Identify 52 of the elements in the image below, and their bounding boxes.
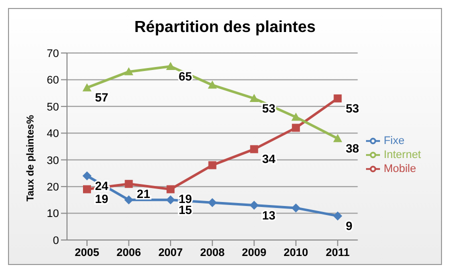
point xyxy=(208,80,217,89)
y-tick-label: 30 xyxy=(46,154,59,167)
data-label: 21 xyxy=(136,186,150,201)
legend-label: Fixe xyxy=(384,134,404,146)
point xyxy=(124,195,134,204)
x-tick-label: 2009 xyxy=(242,246,266,259)
point xyxy=(208,198,217,208)
x-tick-label: 2005 xyxy=(74,246,100,259)
y-axis-title: Taux de plaintes% xyxy=(26,114,37,202)
data-label: 15 xyxy=(178,202,192,217)
data-label: 57 xyxy=(95,90,109,105)
x-tick-label: 2011 xyxy=(326,246,350,259)
point xyxy=(334,94,342,102)
data-label: 9 xyxy=(346,218,353,233)
point xyxy=(83,185,91,194)
legend-label: Mobile xyxy=(384,162,416,174)
y-tick-label: 0 xyxy=(52,234,59,247)
point xyxy=(208,161,216,170)
x-tick-label: 2007 xyxy=(158,246,183,259)
point xyxy=(333,211,342,220)
y-tick-label: 20 xyxy=(46,181,59,194)
point xyxy=(124,67,134,76)
legend-label: Internet xyxy=(384,148,421,160)
chart-title: Répartition des plaintes xyxy=(133,18,317,38)
y-tick-label: 70 xyxy=(46,48,59,60)
point xyxy=(292,124,300,132)
data-label: 24 xyxy=(95,178,109,193)
data-label: 65 xyxy=(178,69,192,84)
data-label: 34 xyxy=(262,152,276,166)
y-tick-label: 60 xyxy=(46,74,59,87)
y-tick-label: 50 xyxy=(46,101,59,114)
x-tick-label: 2010 xyxy=(284,246,308,259)
point xyxy=(82,171,92,180)
y-tick-label: 10 xyxy=(46,208,59,220)
x-tick-label: 2008 xyxy=(200,246,225,259)
x-tick-label: 2006 xyxy=(116,246,142,259)
point xyxy=(250,200,259,210)
point xyxy=(82,83,92,92)
point xyxy=(166,62,176,70)
point xyxy=(250,94,259,102)
point xyxy=(250,145,258,154)
point xyxy=(333,134,342,142)
point xyxy=(124,180,133,188)
data-label: 53 xyxy=(262,101,276,116)
point xyxy=(166,185,175,194)
data-label: 19 xyxy=(95,192,109,206)
point xyxy=(291,112,300,121)
data-label: 53 xyxy=(346,101,360,116)
point xyxy=(166,195,176,204)
data-label: 13 xyxy=(262,208,276,222)
data-label: 38 xyxy=(346,141,360,156)
y-tick-label: 40 xyxy=(46,128,59,140)
